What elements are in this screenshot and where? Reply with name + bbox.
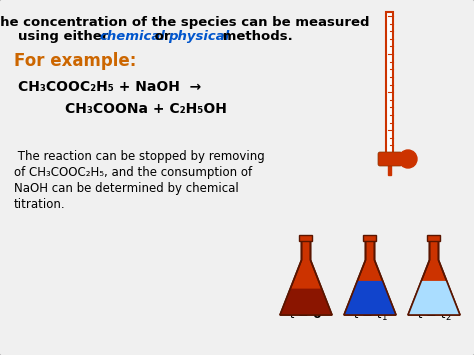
Polygon shape [280, 240, 332, 315]
Text: CH₃COOC₂H₅ + NaOH  →: CH₃COOC₂H₅ + NaOH → [18, 80, 201, 94]
Polygon shape [344, 281, 396, 315]
Text: physical: physical [168, 30, 229, 43]
Bar [389, 157, 392, 175]
Text: $\it{t}$ = $\it{t}_1$: $\it{t}$ = $\it{t}_1$ [353, 308, 387, 323]
Text: titration.: titration. [14, 198, 65, 211]
Circle shape [399, 150, 417, 168]
Text: $\it{t}$ = $\bf{0}$: $\it{t}$ = $\bf{0}$ [289, 308, 323, 321]
Bar [428, 235, 440, 241]
Polygon shape [280, 289, 332, 315]
Text: The concentration of the species can be measured: The concentration of the species can be … [0, 16, 369, 29]
Text: The reaction can be stopped by removing: The reaction can be stopped by removing [14, 150, 265, 163]
FancyBboxPatch shape [378, 152, 402, 166]
Bar [300, 235, 312, 241]
Text: of CH₃COOC₂H₅, and the consumption of: of CH₃COOC₂H₅, and the consumption of [14, 166, 252, 179]
Text: using either: using either [18, 30, 113, 43]
Text: CH₃COONa + C₂H₅OH: CH₃COONa + C₂H₅OH [65, 102, 227, 116]
Text: or: or [150, 30, 175, 43]
Text: chemical: chemical [100, 30, 166, 43]
Text: methods.: methods. [218, 30, 293, 43]
FancyBboxPatch shape [386, 12, 393, 157]
Text: NaOH can be determined by chemical: NaOH can be determined by chemical [14, 182, 239, 195]
Polygon shape [408, 240, 460, 315]
Text: For example:: For example: [14, 52, 137, 70]
Polygon shape [344, 240, 396, 315]
Bar [364, 235, 376, 241]
Polygon shape [408, 281, 460, 315]
Text: $\it{t}$ = $\it{t}_2$: $\it{t}$ = $\it{t}_2$ [417, 308, 451, 323]
